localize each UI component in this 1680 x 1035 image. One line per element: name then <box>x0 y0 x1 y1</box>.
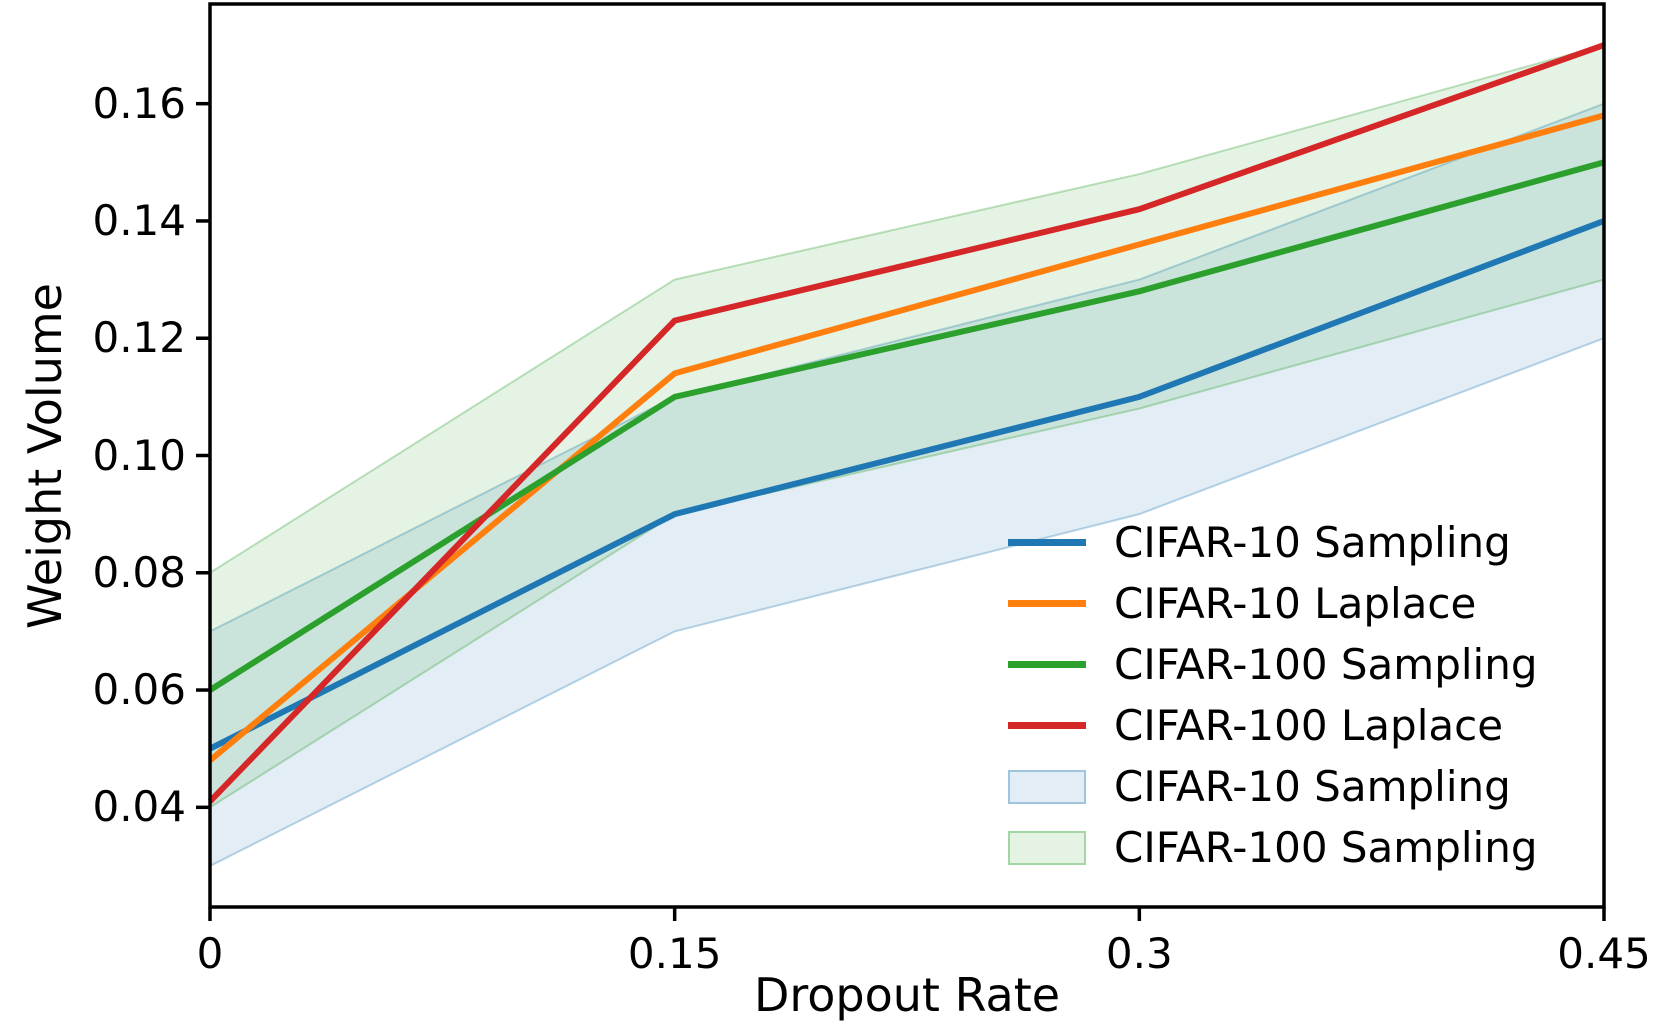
legend: CIFAR-10 Sampling CIFAR-10 Laplace CIFAR-1… <box>1008 512 1538 878</box>
line-series <box>207 42 1605 804</box>
y-axis-label: Weight Volume <box>18 282 72 629</box>
legend-swatch-cell <box>1008 539 1086 546</box>
lines-layer <box>207 42 1606 804</box>
x-tick-label: 0.45 <box>1557 929 1651 978</box>
legend-item: CIFAR-10 Sampling <box>1008 512 1538 573</box>
y-tick-label: 0.08 <box>92 547 186 597</box>
y-tick-label: 0.06 <box>92 665 186 715</box>
tick-marks <box>196 101 1606 921</box>
line-series <box>208 218 1606 752</box>
legend-swatch-cell <box>1008 830 1086 865</box>
line-series <box>208 159 1605 693</box>
legend-item-label: CIFAR-100 Sampling <box>1114 639 1538 689</box>
y-tick-label: 0.12 <box>92 313 186 363</box>
x-tick-label: 0.3 <box>1105 929 1173 978</box>
legend-item: CIFAR-100 Sampling <box>1008 634 1538 695</box>
legend-item: CIFAR-10 Laplace <box>1008 573 1538 634</box>
legend-swatch-cell <box>1008 600 1086 607</box>
legend-swatch-cell <box>1008 769 1086 804</box>
legend-item: CIFAR-100 Laplace <box>1008 695 1538 756</box>
x-tick-label: 0.15 <box>627 929 722 978</box>
axis-frame <box>208 2 1606 909</box>
legend-patch-swatch <box>1008 830 1086 865</box>
legend-line-swatch <box>1008 600 1086 607</box>
y-tick-label: 0.10 <box>92 430 186 480</box>
y-tick-label: 0.14 <box>92 195 186 245</box>
legend-item-label: CIFAR-100 Sampling <box>1114 822 1538 872</box>
x-tick-label: 0 <box>196 929 224 978</box>
line-series <box>208 112 1605 763</box>
y-tick-label: 0.16 <box>92 78 186 128</box>
x-axis-label: Dropout Rate <box>753 968 1061 1022</box>
legend-item: CIFAR-10 Sampling <box>1008 756 1538 817</box>
legend-swatch-cell <box>1008 722 1086 729</box>
legend-item: CIFAR-100 Sampling <box>1008 817 1538 878</box>
legend-line-swatch <box>1008 661 1086 668</box>
legend-item-label: CIFAR-10 Laplace <box>1114 578 1477 628</box>
plot-frame <box>208 2 1606 909</box>
legend-patch-swatch <box>1008 769 1086 804</box>
legend-line-swatch <box>1008 722 1086 729</box>
y-tick-label: 0.04 <box>92 782 186 832</box>
legend-item-label: CIFAR-10 Sampling <box>1114 517 1511 567</box>
legend-swatch-cell <box>1008 661 1086 668</box>
legend-item-label: CIFAR-100 Laplace <box>1114 700 1504 750</box>
legend-line-swatch <box>1008 539 1086 546</box>
legend-item-label: CIFAR-10 Sampling <box>1114 761 1511 811</box>
